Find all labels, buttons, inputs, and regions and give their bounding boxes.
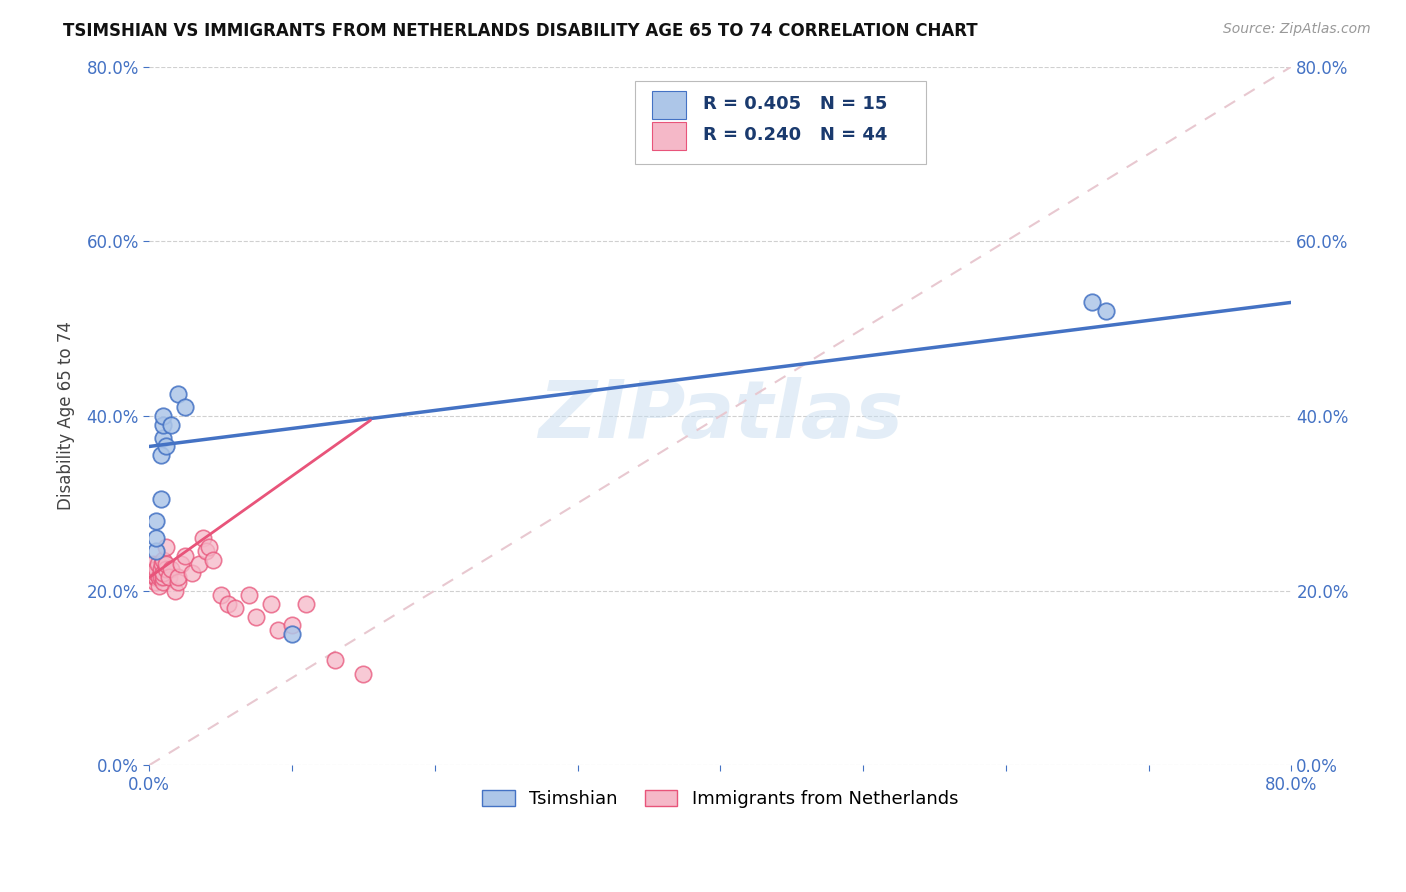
Point	[174, 549, 197, 563]
Point	[152, 574, 174, 589]
Point	[142, 566, 165, 580]
Point	[148, 579, 170, 593]
Text: ZIPatlas: ZIPatlas	[538, 377, 903, 455]
Point	[209, 588, 232, 602]
Point	[1095, 304, 1118, 318]
Point	[166, 570, 188, 584]
Point	[149, 570, 172, 584]
Point	[267, 623, 290, 637]
Point	[1080, 295, 1102, 310]
Point	[152, 566, 174, 580]
Point	[224, 601, 246, 615]
Point	[145, 531, 167, 545]
Point	[323, 653, 346, 667]
Point	[145, 562, 167, 576]
FancyBboxPatch shape	[634, 80, 927, 164]
Point	[181, 566, 204, 580]
FancyBboxPatch shape	[652, 122, 686, 151]
Point	[145, 570, 167, 584]
Point	[145, 566, 167, 580]
Point	[157, 570, 180, 584]
Point	[238, 588, 260, 602]
Point	[149, 562, 172, 576]
Point	[174, 400, 197, 414]
Point	[152, 570, 174, 584]
Point	[149, 448, 172, 462]
Point	[352, 666, 374, 681]
Point	[152, 417, 174, 432]
Y-axis label: Disability Age 65 to 74: Disability Age 65 to 74	[58, 321, 75, 510]
Point	[217, 597, 239, 611]
Point	[143, 570, 166, 584]
Point	[152, 553, 174, 567]
Point	[188, 558, 211, 572]
Point	[193, 531, 215, 545]
Point	[195, 544, 218, 558]
Point	[150, 558, 173, 572]
Point	[166, 387, 188, 401]
Legend: Tsimshian, Immigrants from Netherlands: Tsimshian, Immigrants from Netherlands	[475, 783, 966, 815]
Text: R = 0.405   N = 15: R = 0.405 N = 15	[703, 95, 887, 112]
Point	[198, 540, 221, 554]
Point	[145, 514, 167, 528]
Point	[281, 618, 304, 632]
Point	[143, 574, 166, 589]
Point	[155, 440, 177, 454]
Point	[163, 583, 186, 598]
Text: Source: ZipAtlas.com: Source: ZipAtlas.com	[1223, 22, 1371, 37]
Point	[259, 597, 281, 611]
Point	[148, 570, 170, 584]
Point	[295, 597, 318, 611]
Point	[202, 553, 225, 567]
Point	[155, 540, 177, 554]
Point	[159, 562, 181, 576]
Point	[142, 558, 165, 572]
Point	[169, 558, 191, 572]
Text: TSIMSHIAN VS IMMIGRANTS FROM NETHERLANDS DISABILITY AGE 65 TO 74 CORRELATION CHA: TSIMSHIAN VS IMMIGRANTS FROM NETHERLANDS…	[63, 22, 979, 40]
Point	[152, 409, 174, 423]
Point	[155, 562, 177, 576]
Point	[159, 417, 181, 432]
Point	[149, 491, 172, 506]
Text: R = 0.240   N = 44: R = 0.240 N = 44	[703, 126, 887, 145]
Point	[155, 558, 177, 572]
Point	[152, 431, 174, 445]
Point	[281, 627, 304, 641]
Point	[146, 558, 169, 572]
Point	[145, 544, 167, 558]
Point	[166, 574, 188, 589]
FancyBboxPatch shape	[652, 91, 686, 119]
Point	[245, 609, 267, 624]
